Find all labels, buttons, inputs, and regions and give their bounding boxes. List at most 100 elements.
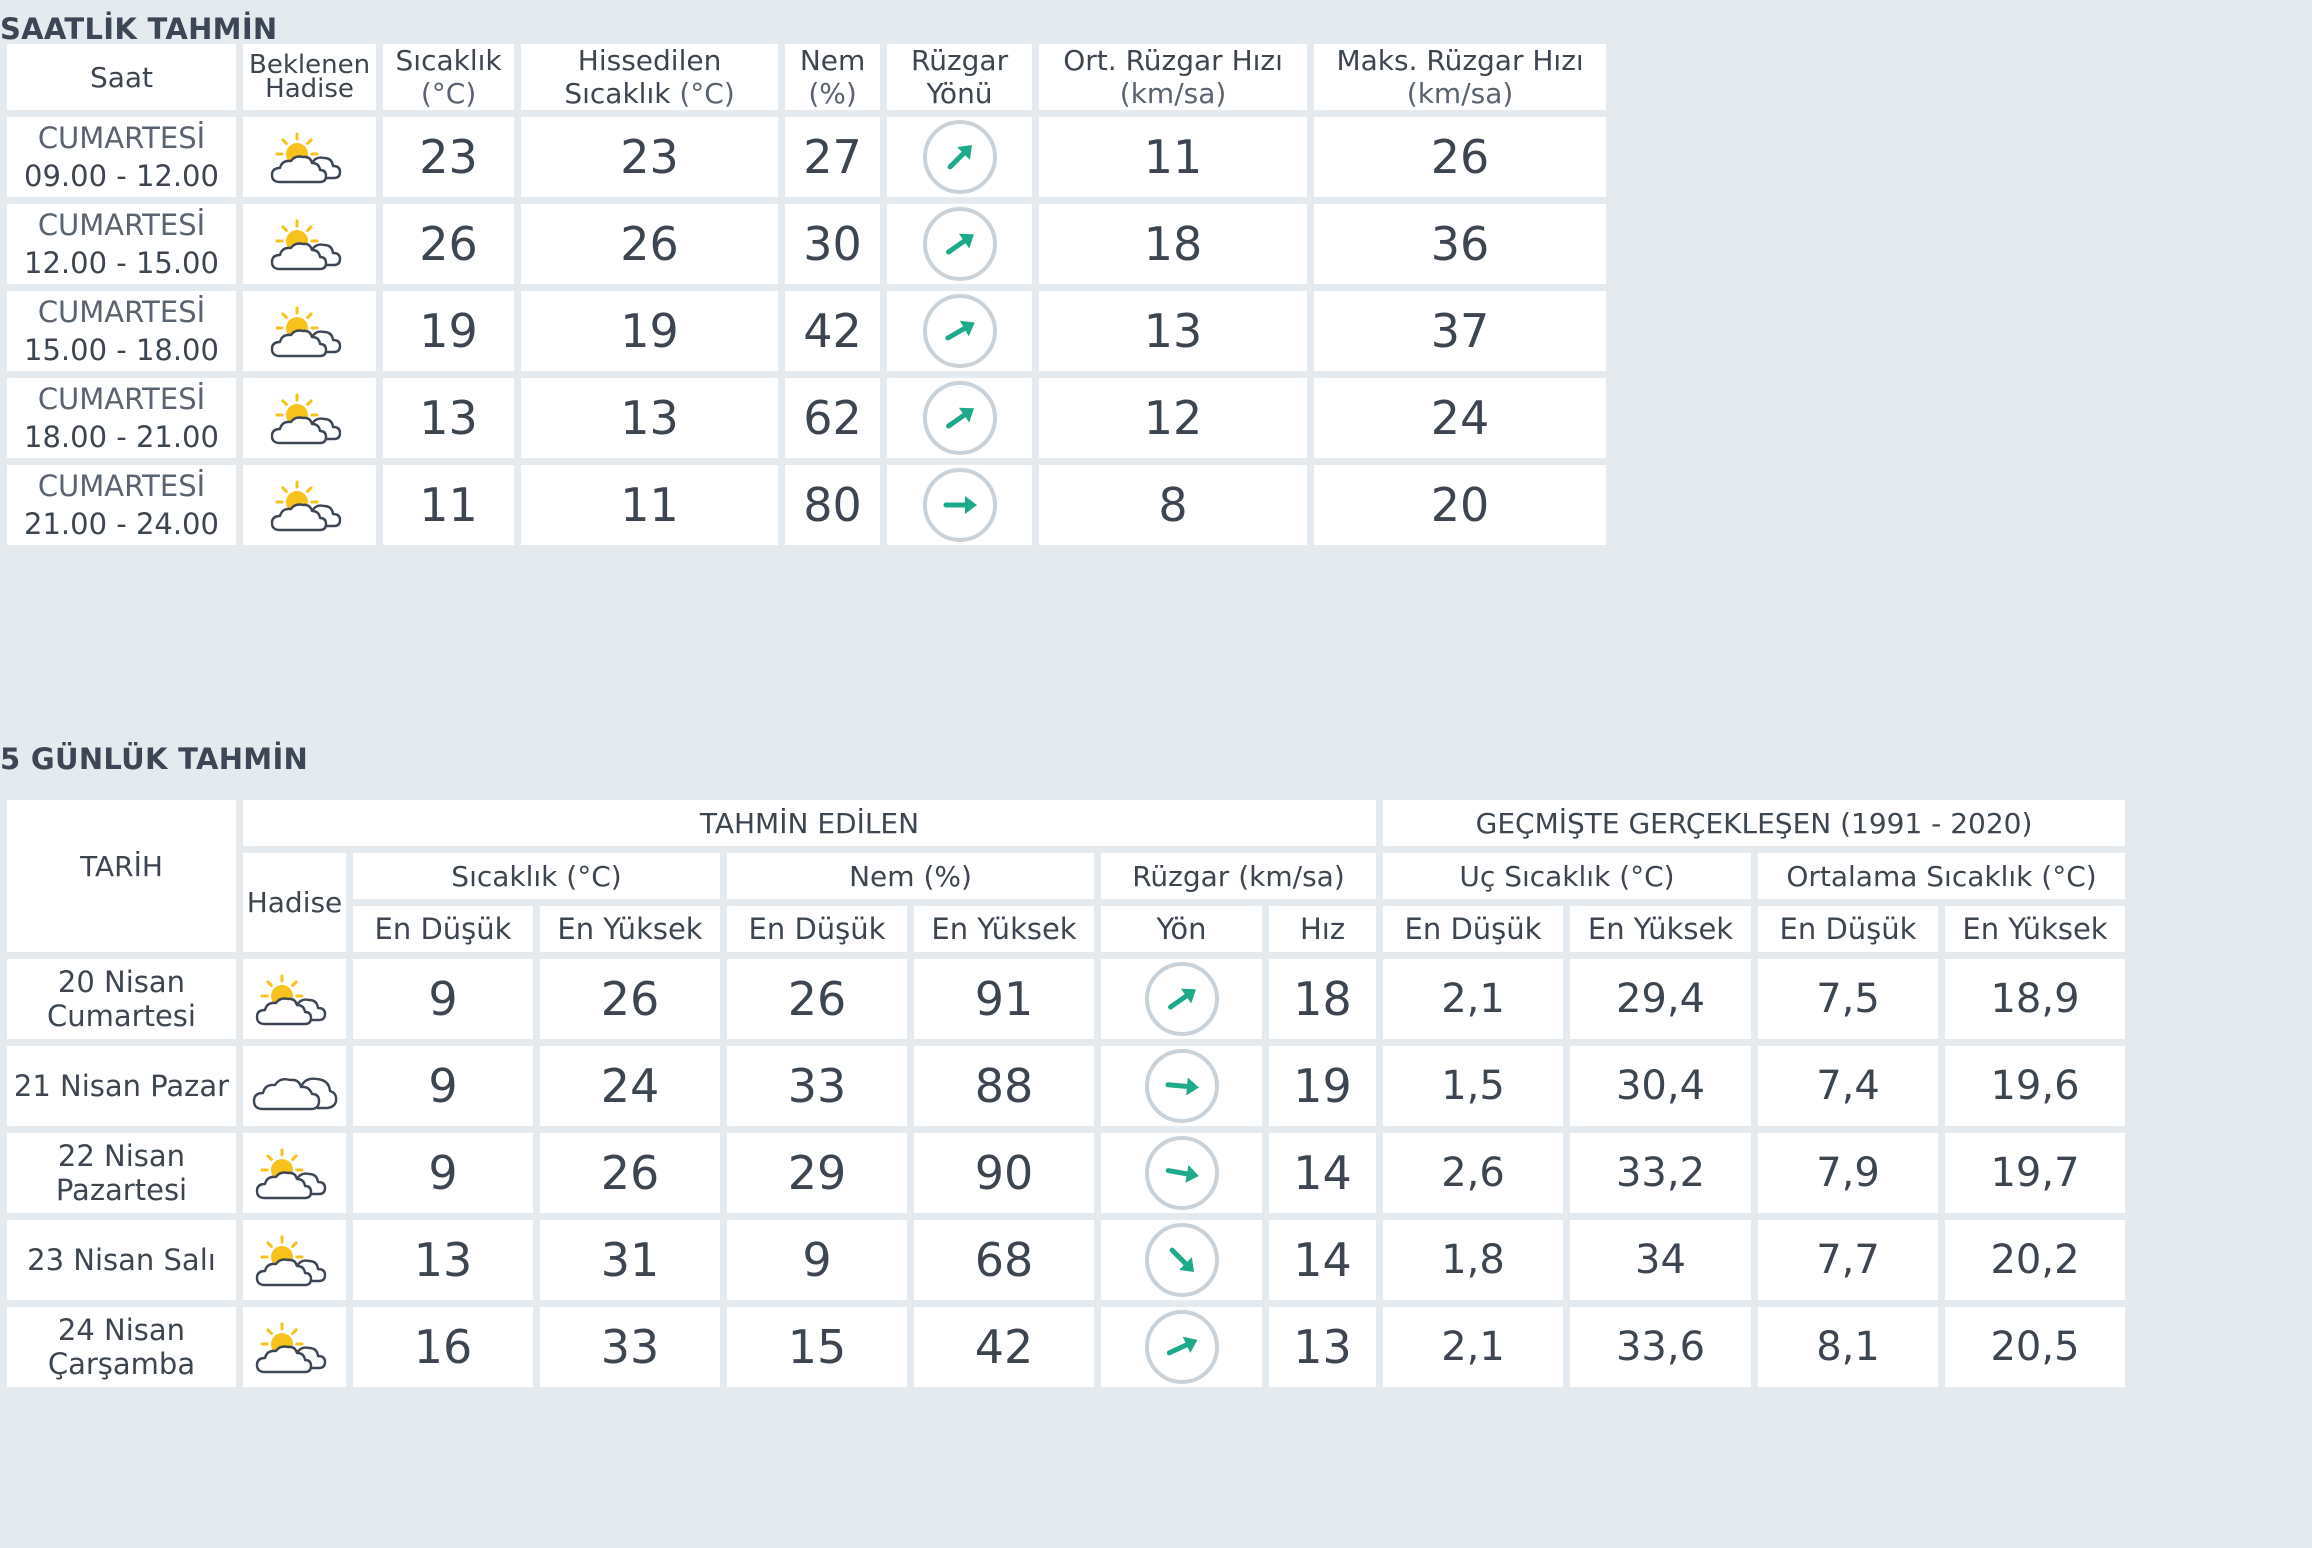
header-uc-en-yuksek: En Yüksek [1570, 906, 1751, 952]
header-ruzgar-daily: Rüzgar (km/sa) [1101, 853, 1376, 899]
extreme-min-value: 2,1 [1383, 1307, 1563, 1387]
humidity-min-value: 15 [727, 1307, 907, 1387]
cloudy-icon [243, 1046, 346, 1126]
average-min-value: 7,7 [1758, 1220, 1938, 1300]
wind-direction-icon [1101, 1133, 1262, 1213]
average-max-value: 19,7 [1945, 1133, 2125, 1213]
wind-speed-value: 14 [1269, 1220, 1376, 1300]
wind-direction-icon [887, 204, 1033, 284]
header-hiz: Hız [1269, 906, 1376, 952]
wind-speed-value: 19 [1269, 1046, 1376, 1126]
extreme-min-value: 1,8 [1383, 1220, 1563, 1300]
partly-cloudy-icon [243, 959, 346, 1039]
temp-min-value: 9 [353, 1133, 533, 1213]
temperature-value: 13 [383, 378, 515, 458]
max-wind-value: 37 [1314, 291, 1607, 371]
daily-header-row-3: En Düşük En Yüksek En Düşük En Yüksek Yö… [7, 906, 2125, 952]
header-tahmin-edilen: TAHMİN EDİLEN [243, 800, 1376, 846]
header-gecmiste-gerceklesen: GEÇMİŞTE GERÇEKLEŞEN (1991 - 2020) [1383, 800, 2125, 846]
temperature-value: 26 [383, 204, 515, 284]
humidity-value: 80 [785, 465, 881, 545]
date-cell: 21 Nisan Pazar [7, 1046, 236, 1126]
wind-direction-icon [887, 378, 1033, 458]
temperature-value: 19 [383, 291, 515, 371]
time-cell: CUMARTESİ 18.00 - 21.00 [7, 378, 236, 458]
temp-min-value: 16 [353, 1307, 533, 1387]
daily-body: 20 Nisan Cumartesi 9 26 26 91 18 2,1 29,4 7,5 1… [7, 959, 2125, 1387]
hourly-section-title: SAATLİK TAHMİN [0, 12, 278, 46]
partly-cloudy-icon [243, 1220, 346, 1300]
hourly-forecast-table: Saat Beklenen Hadise Sıcaklık (°C) Hisse… [0, 37, 1613, 552]
header-sicaklik-en-dusuk: En Düşük [353, 906, 533, 952]
temp-max-value: 26 [540, 959, 720, 1039]
average-max-value: 19,6 [1945, 1046, 2125, 1126]
wind-direction-icon [1101, 959, 1262, 1039]
time-range: 15.00 - 18.00 [24, 333, 219, 367]
max-wind-value: 24 [1314, 378, 1607, 458]
humidity-max-value: 90 [914, 1133, 1094, 1213]
hourly-row: CUMARTESİ 09.00 - 12.00 23 23 27 11 26 [7, 117, 1607, 197]
header-maks-label: Maks. Rüzgar Hızı [1336, 44, 1584, 77]
hourly-header-row: Saat Beklenen Hadise Sıcaklık (°C) Hisse… [7, 44, 1607, 110]
extreme-min-value: 2,1 [1383, 959, 1563, 1039]
header-nem-daily: Nem (%) [727, 853, 1094, 899]
average-max-value: 18,9 [1945, 959, 2125, 1039]
feels-like-value: 23 [521, 117, 779, 197]
temperature-value: 23 [383, 117, 515, 197]
humidity-value: 42 [785, 291, 881, 371]
header-sicaklik-en-yuksek: En Yüksek [540, 906, 720, 952]
temp-max-value: 24 [540, 1046, 720, 1126]
partly-cloudy-icon [243, 291, 377, 371]
temp-max-value: 31 [540, 1220, 720, 1300]
wind-direction-icon [1101, 1046, 1262, 1126]
day-label: CUMARTESİ [37, 295, 206, 329]
header-yon: Yön [1101, 906, 1262, 952]
header-ort-ruzgar: Ort. Rüzgar Hızı (km/sa) [1039, 44, 1308, 110]
hourly-row: CUMARTESİ 15.00 - 18.00 19 19 42 13 37 [7, 291, 1607, 371]
temp-min-value: 9 [353, 1046, 533, 1126]
wind-direction-icon [1101, 1220, 1262, 1300]
header-saat: Saat [7, 44, 236, 110]
header-beklenen-hadise: Beklenen Hadise [243, 44, 377, 110]
time-cell: CUMARTESİ 15.00 - 18.00 [7, 291, 236, 371]
partly-cloudy-icon [243, 378, 377, 458]
extreme-max-value: 33,6 [1570, 1307, 1751, 1387]
header-uc-sicaklik: Uç Sıcaklık (°C) [1383, 853, 1751, 899]
partly-cloudy-icon [243, 1133, 346, 1213]
extreme-max-value: 34 [1570, 1220, 1751, 1300]
partly-cloudy-icon [243, 204, 377, 284]
daily-row: 22 Nisan Pazartesi 9 26 29 90 14 2,6 33,2 7,9 1… [7, 1133, 2125, 1213]
average-min-value: 7,5 [1758, 959, 1938, 1039]
header-ort-label: Ort. Rüzgar Hızı [1063, 44, 1283, 77]
feels-like-value: 19 [521, 291, 779, 371]
header-tarih: TARİH [7, 800, 236, 952]
temp-min-value: 9 [353, 959, 533, 1039]
humidity-value: 62 [785, 378, 881, 458]
header-nem: Nem (%) [785, 44, 881, 110]
header-ort-en-dusuk: En Düşük [1758, 906, 1938, 952]
hourly-row: CUMARTESİ 21.00 - 24.00 11 11 80 8 20 [7, 465, 1607, 545]
max-wind-value: 20 [1314, 465, 1607, 545]
wind-direction-icon [887, 291, 1033, 371]
time-range: 12.00 - 15.00 [24, 246, 219, 280]
daily-row: 24 Nisan Çarşamba 16 33 15 42 13 2,1 33,6 8,1 2… [7, 1307, 2125, 1387]
time-range: 18.00 - 21.00 [24, 420, 219, 454]
time-cell: CUMARTESİ 21.00 - 24.00 [7, 465, 236, 545]
header-nem-unit: (%) [808, 77, 857, 110]
day-label: CUMARTESİ [37, 469, 206, 503]
hourly-row: CUMARTESİ 18.00 - 21.00 13 13 62 12 24 [7, 378, 1607, 458]
header-nem-label: Nem [799, 44, 866, 77]
header-nem-en-yuksek: En Yüksek [914, 906, 1094, 952]
header-hissedilen-label: Hissedilen Sıcaklık [564, 44, 722, 110]
humidity-min-value: 33 [727, 1046, 907, 1126]
header-ort-en-yuksek: En Yüksek [1945, 906, 2125, 952]
wind-speed-value: 14 [1269, 1133, 1376, 1213]
header-hissedilen: Hissedilen Sıcaklık (°C) [521, 44, 779, 110]
wind-speed-value: 18 [1269, 959, 1376, 1039]
average-max-value: 20,2 [1945, 1220, 2125, 1300]
average-min-value: 8,1 [1758, 1307, 1938, 1387]
date-cell: 20 Nisan Cumartesi [7, 959, 236, 1039]
day-label: CUMARTESİ [37, 121, 206, 155]
time-cell: CUMARTESİ 09.00 - 12.00 [7, 117, 236, 197]
day-label: CUMARTESİ [37, 382, 206, 416]
